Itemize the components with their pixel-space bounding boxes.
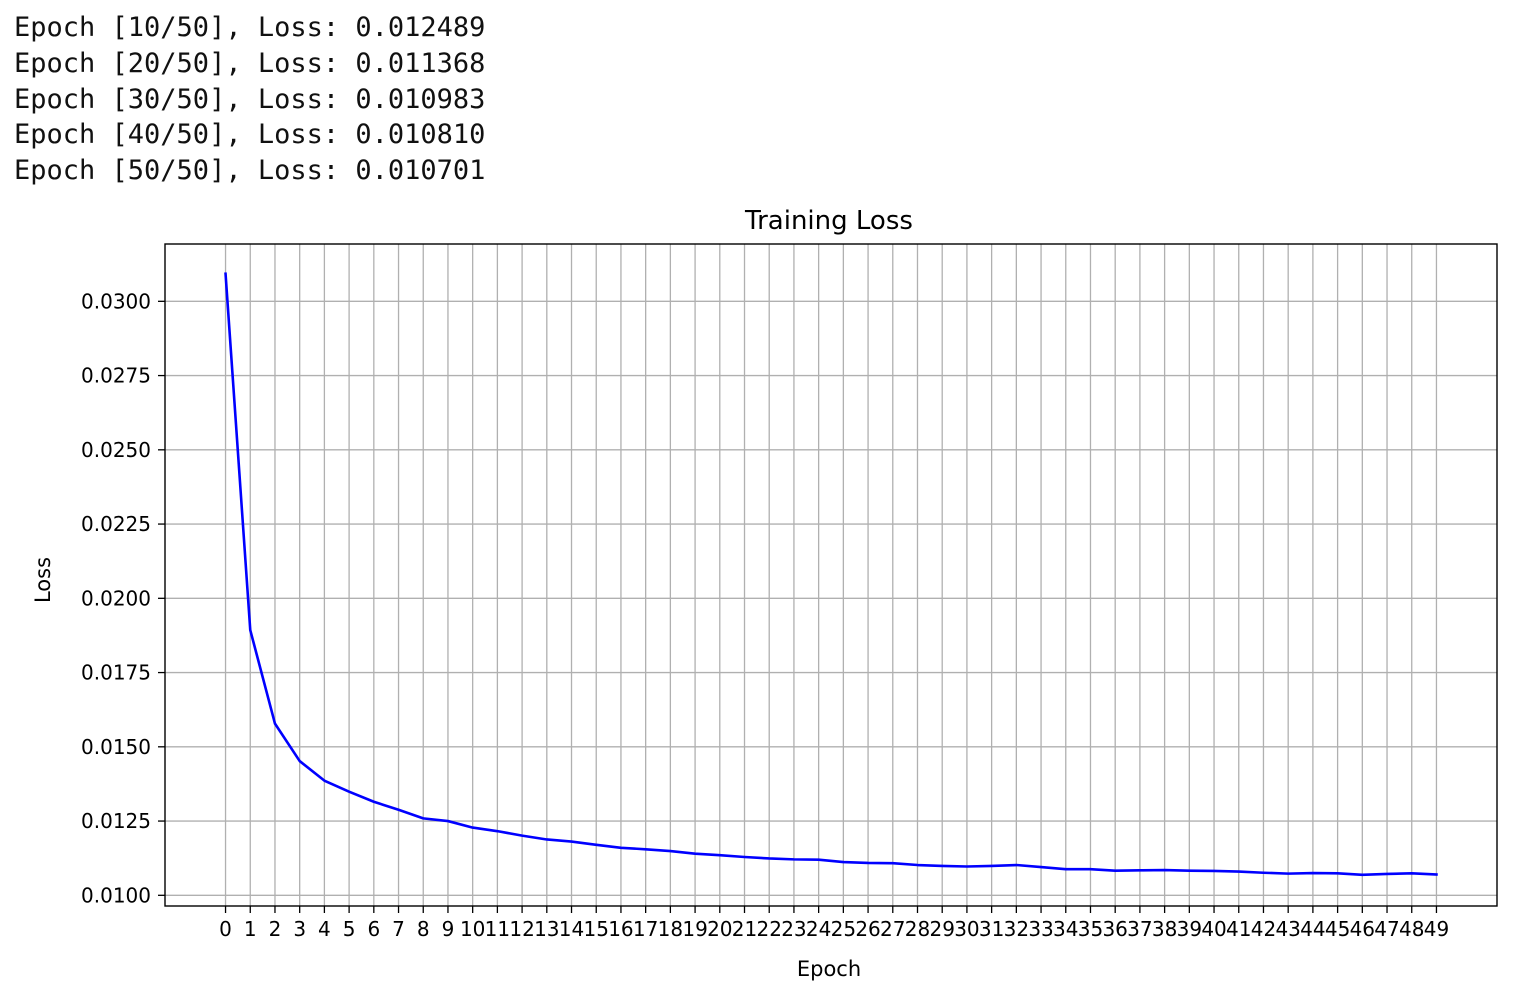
x-tick-label: 35 xyxy=(1078,917,1103,941)
x-tick-label: 9 xyxy=(442,917,455,941)
x-tick-label: 5 xyxy=(343,917,356,941)
x-tick-label: 28 xyxy=(905,917,930,941)
log-line: Epoch [40/50], Loss: 0.010810 xyxy=(14,119,486,151)
x-tick-label: 2 xyxy=(269,917,282,941)
x-tick-label: 14 xyxy=(559,917,584,941)
x-tick-label: 48 xyxy=(1399,917,1424,941)
x-tick-label: 0 xyxy=(219,917,232,941)
x-tick-label: 23 xyxy=(781,917,806,941)
x-tick-label: 40 xyxy=(1201,917,1226,941)
x-tick-label: 30 xyxy=(954,917,979,941)
x-tick-label: 33 xyxy=(1028,917,1053,941)
x-tick-label: 7 xyxy=(392,917,405,941)
x-tick-label: 10 xyxy=(460,917,485,941)
log-line: Epoch [30/50], Loss: 0.010983 xyxy=(14,83,486,115)
x-tick-label: 3 xyxy=(293,917,306,941)
log-line: Epoch [50/50], Loss: 0.010701 xyxy=(14,155,486,187)
x-tick-label: 13 xyxy=(534,917,559,941)
x-tick-label: 24 xyxy=(806,917,831,941)
x-tick-label: 19 xyxy=(682,917,707,941)
x-tick-label: 43 xyxy=(1275,917,1300,941)
x-tick-label: 6 xyxy=(367,917,380,941)
training-output-log: Epoch [10/50], Loss: 0.012489 Epoch [20/5… xyxy=(14,10,485,189)
y-tick-label: 0.0225 xyxy=(81,512,151,536)
x-tick-label: 29 xyxy=(929,917,954,941)
x-tick-label: 47 xyxy=(1374,917,1399,941)
x-tick-label: 36 xyxy=(1102,917,1127,941)
y-axis-label: Loss xyxy=(31,557,55,603)
x-tick-label: 41 xyxy=(1226,917,1251,941)
log-line: Epoch [20/50], Loss: 0.011368 xyxy=(14,47,486,79)
x-tick-label: 27 xyxy=(880,917,905,941)
x-tick-label: 25 xyxy=(831,917,856,941)
chart-title: Training Loss xyxy=(744,206,913,236)
x-tick-label: 31 xyxy=(979,917,1004,941)
x-tick-label: 46 xyxy=(1350,917,1375,941)
x-tick-label: 11 xyxy=(485,917,510,941)
y-tick-label: 0.0175 xyxy=(81,661,151,685)
x-tick-label: 32 xyxy=(1004,917,1029,941)
y-tick-label: 0.0100 xyxy=(81,883,151,907)
y-tick-label: 0.0275 xyxy=(81,364,151,388)
x-tick-label: 44 xyxy=(1300,917,1325,941)
y-tick-label: 0.0125 xyxy=(81,809,151,833)
y-tick-label: 0.0250 xyxy=(81,438,151,462)
x-tick-label: 17 xyxy=(633,917,658,941)
x-tick-label: 1 xyxy=(244,917,257,941)
x-tick-label: 38 xyxy=(1152,917,1177,941)
x-tick-label: 21 xyxy=(732,917,757,941)
x-axis-label: Epoch xyxy=(797,957,861,981)
x-tick-label: 37 xyxy=(1127,917,1152,941)
x-tick-label: 8 xyxy=(417,917,430,941)
training-loss-chart: Training Loss 0 1 2 3 4 5 6 7 8 9 10 11 12 13 14 15 16 17… xyxy=(31,206,1498,981)
x-tick-label: 45 xyxy=(1325,917,1350,941)
x-tick-label: 42 xyxy=(1251,917,1276,941)
y-tick-label: 0.0200 xyxy=(81,586,151,610)
x-tick-label: 16 xyxy=(608,917,633,941)
log-line: Epoch [10/50], Loss: 0.012489 xyxy=(14,12,486,43)
axis-ticks: 0 1 2 3 4 5 6 7 8 9 10 11 12 13 14 15 16 17 18 19 20 21 22 23 24… xyxy=(81,289,1449,941)
y-tick-label: 0.0300 xyxy=(81,289,151,313)
x-tick-label: 20 xyxy=(707,917,732,941)
x-tick-label: 4 xyxy=(318,917,331,941)
x-tick-label: 15 xyxy=(584,917,609,941)
x-tick-label: 26 xyxy=(855,917,880,941)
y-tick-label: 0.0150 xyxy=(81,735,151,759)
x-tick-label: 22 xyxy=(756,917,781,941)
loss-series-line xyxy=(224,272,1438,877)
grid-lines xyxy=(165,244,1497,906)
x-tick-label: 39 xyxy=(1177,917,1202,941)
series-layer xyxy=(224,272,1438,877)
x-tick-label: 18 xyxy=(658,917,683,941)
plot-frame xyxy=(164,243,1498,907)
x-tick-label: 12 xyxy=(509,917,534,941)
x-tick-label: 34 xyxy=(1053,917,1078,941)
x-tick-label: 49 xyxy=(1424,917,1449,941)
